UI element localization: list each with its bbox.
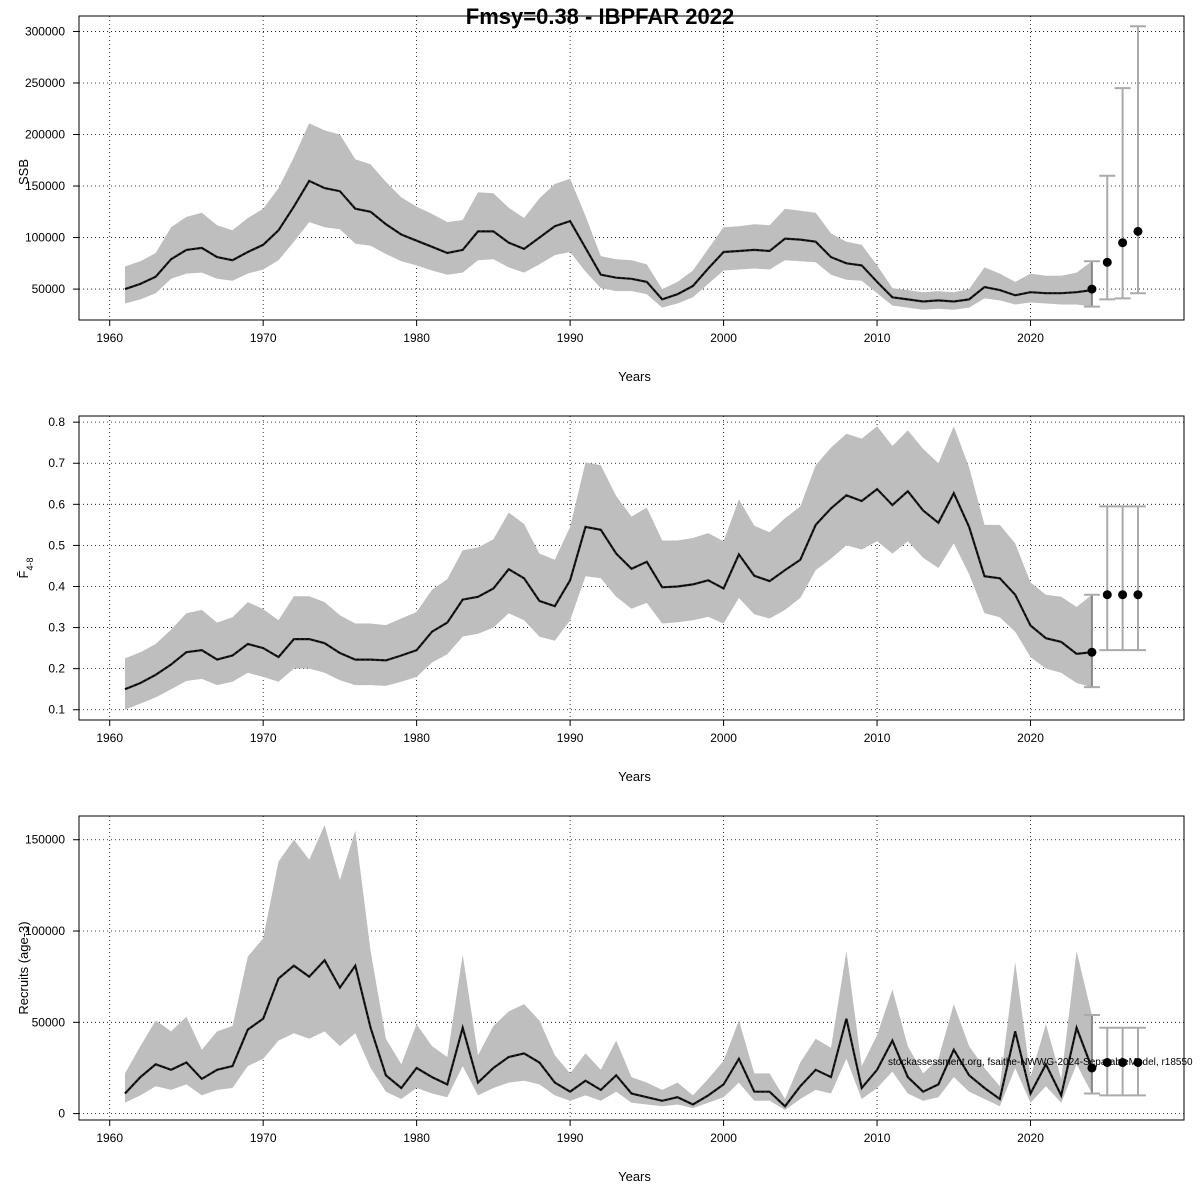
y-tick-label: 250000 [25, 76, 65, 90]
x-tick-label: 2000 [710, 1131, 737, 1145]
y-tick-label: 200000 [25, 128, 65, 142]
forecast-errorbar [1099, 174, 1116, 301]
x-tick-label: 1960 [96, 331, 123, 345]
x-tick-label: 1980 [403, 1131, 430, 1145]
y-tick-label: 0.3 [48, 621, 65, 635]
panels: 1960 1970 1980 1990 2000 2010 2020500001000001… [16, 15, 1185, 1184]
y-axis-title-subscript: 4-8 [25, 558, 35, 571]
y-tick-label: 0.4 [48, 579, 65, 593]
y-tick-label: 0 [58, 1107, 65, 1121]
panel-recruits: 1960 1970 1980 1990 2000 2010 2020 0 50000 100000… [16, 815, 1185, 1184]
x-tick-label: 1970 [250, 731, 277, 745]
forecast-point [1133, 1057, 1143, 1067]
y-axis-title: Recruits (age-3) [16, 921, 31, 1014]
forecast-point [1087, 284, 1097, 294]
x-axis-title: Years [618, 769, 651, 784]
forecast-point [1118, 590, 1128, 600]
confidence-band [125, 123, 1092, 310]
x-tick-label: 2010 [864, 331, 891, 345]
x-tick-label: 1990 [557, 331, 584, 345]
chart-title: Fmsy=0.38 - IBPFAR 2022 [466, 4, 734, 29]
forecast-errorbar [1129, 25, 1146, 295]
x-tick-label: 1960 [96, 1131, 123, 1145]
y-tick-label: 150000 [25, 833, 65, 847]
x-tick-label: 1960 [96, 731, 123, 745]
x-tick-label: 2020 [1017, 1131, 1044, 1145]
y-tick-label: 150000 [25, 179, 65, 193]
y-tick-label: 100000 [25, 924, 65, 938]
estimate-line-dashed [124, 488, 1092, 690]
forecast-point [1118, 238, 1128, 248]
forecast-errorbar [1129, 505, 1146, 652]
y-tick-label: 0.8 [48, 415, 65, 429]
forecast-point [1133, 226, 1143, 236]
panel-fbar: 1960 1970 1980 1990 2000 2010 2020 0.1 0.2 0.3 0.4… [16, 415, 1185, 784]
estimate-line-dashed [124, 180, 1092, 303]
y-tick-label: 0.6 [48, 497, 65, 511]
y-tick-label: 0.2 [48, 662, 65, 676]
y-tick-label: 0.1 [48, 703, 65, 717]
x-tick-label: 1990 [557, 1131, 584, 1145]
forecast-errorbar [1114, 505, 1131, 652]
plot-frame [78, 415, 1185, 721]
x-tick-label: 1970 [250, 331, 277, 345]
x-tick-label: 2000 [710, 731, 737, 745]
forecast-errorbar [1083, 260, 1100, 308]
forecast-point [1087, 1063, 1097, 1073]
panel-ssb: 1960 1970 1980 1990 2000 2010 2020 50000 100000 1… [16, 15, 1185, 384]
forecast-point [1102, 1057, 1112, 1067]
y-tick-label: 300000 [25, 24, 65, 38]
x-axis-title: Years [618, 1169, 651, 1184]
plot-frame [78, 15, 1185, 321]
forecast-errorbar [1083, 593, 1100, 689]
y-axis-title: SSB [16, 159, 31, 185]
plot-frame [78, 815, 1185, 1121]
x-tick-label: 2010 [864, 731, 891, 745]
y-tick-label: 50000 [32, 1015, 66, 1029]
x-tick-label: 1990 [557, 731, 584, 745]
x-tick-label: 2020 [1017, 731, 1044, 745]
x-axis-title: Years [618, 369, 651, 384]
forecast-point [1102, 257, 1112, 267]
y-axis-title: F̄4-8 [16, 558, 35, 579]
y-tick-label: 100000 [25, 231, 65, 245]
x-tick-label: 1970 [250, 1131, 277, 1145]
x-tick-label: 1980 [403, 331, 430, 345]
x-tick-label: 2020 [1017, 331, 1044, 345]
forecast-point [1087, 647, 1097, 657]
forecast-errorbar [1083, 1014, 1100, 1095]
forecast-point [1102, 590, 1112, 600]
x-tick-label: 2000 [710, 331, 737, 345]
forecast-errorbar [1099, 505, 1116, 652]
forecast-point [1133, 590, 1143, 600]
y-axis-title-main: F̄ [16, 570, 31, 578]
forecast-errorbar [1114, 87, 1131, 300]
y-tick-label: 50000 [32, 282, 66, 296]
y-tick-label: 0.5 [48, 538, 65, 552]
x-tick-label: 1980 [403, 731, 430, 745]
forecast-point [1118, 1057, 1128, 1067]
y-tick-label: 0.7 [48, 456, 65, 470]
x-tick-label: 2010 [864, 1131, 891, 1145]
estimate-line-dashed [124, 959, 1093, 1108]
credit-text: stockassessment.org, fsaithe-NWWG-2024-S… [888, 1057, 1193, 1068]
confidence-band [125, 426, 1092, 710]
